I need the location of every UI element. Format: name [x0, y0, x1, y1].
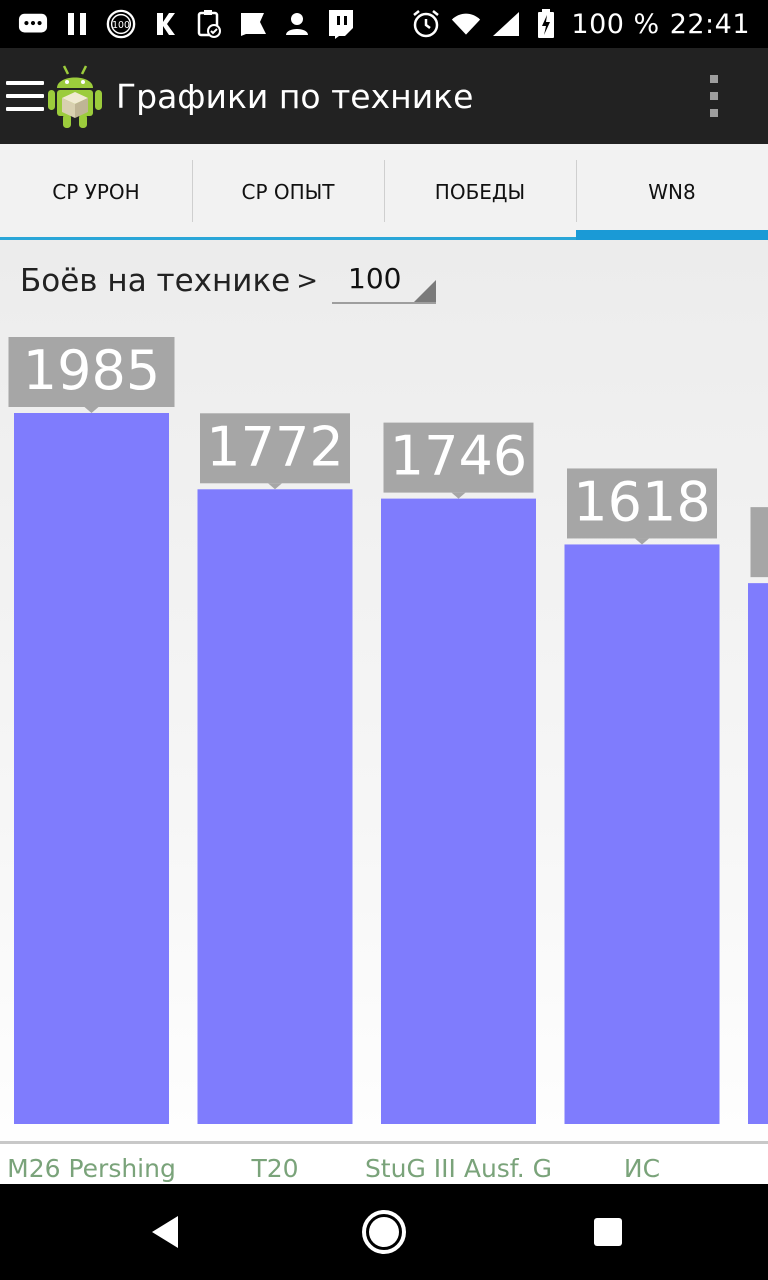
bar-1[interactable]	[197, 489, 353, 1124]
page-title: Графики по технике	[116, 76, 474, 116]
signal-icon	[491, 9, 521, 39]
category-label: T20	[250, 1154, 298, 1183]
x-axis-line	[0, 1141, 768, 1144]
data-label: 1746	[390, 425, 527, 488]
tab-indicator	[384, 237, 576, 240]
data-label: 1985	[23, 339, 160, 402]
tab-indicator-active	[576, 230, 768, 240]
tab-wn8[interactable]: WN8	[576, 144, 768, 240]
category-label: ИС	[624, 1154, 660, 1183]
navigation-bar	[0, 1184, 768, 1280]
tab-indicator	[192, 237, 384, 240]
tab-avg-experience[interactable]: СР ОПЫТ	[192, 144, 384, 240]
back-icon[interactable]	[140, 1208, 188, 1256]
spinner-dropdown-icon	[414, 280, 437, 302]
clipboard-icon	[194, 9, 224, 39]
tab-avg-damage[interactable]: СР УРОН	[0, 144, 192, 240]
clock: 22:41	[669, 8, 750, 40]
battles-spinner[interactable]: 100	[332, 258, 437, 304]
wn8-bar-chart[interactable]: 1985 M26 Pershing 1772 T20 1746 StuG III Ausf…	[0, 240, 768, 1184]
twitch-icon	[326, 9, 356, 39]
battles-filter: Боёв на технике > 100	[20, 258, 437, 304]
status-bar: 100 100 % 22:41	[0, 0, 768, 48]
tab-label: СР ОПЫТ	[241, 180, 335, 204]
svg-text:100: 100	[112, 20, 130, 31]
category-axis-background	[0, 1143, 768, 1184]
overflow-menu-icon[interactable]	[708, 75, 720, 117]
spinner-value: 100	[348, 262, 402, 295]
category-label: StuG III Ausf. G	[365, 1154, 552, 1183]
recents-icon[interactable]	[584, 1208, 632, 1256]
value-label-box	[750, 507, 768, 578]
wifi-icon	[451, 9, 481, 39]
alarm-icon	[411, 9, 441, 39]
app-logo	[48, 65, 102, 128]
battery-percent: 100 %	[571, 8, 660, 40]
tab-label: WN8	[648, 180, 696, 204]
value-label-box	[200, 413, 350, 484]
tab-wins[interactable]: ПОБЕДЫ	[384, 144, 576, 240]
value-label-box	[567, 468, 717, 539]
tab-label: СР УРОН	[52, 180, 140, 204]
person-icon	[282, 9, 312, 39]
action-bar: Графики по технике	[0, 48, 768, 144]
home-icon[interactable]	[360, 1208, 408, 1256]
bar-3[interactable]	[564, 544, 720, 1124]
battery-charging-icon	[531, 9, 561, 39]
category-label: M26 Pershing	[7, 1154, 176, 1183]
value-label-pointer	[268, 483, 282, 490]
bar-0[interactable]	[14, 413, 169, 1124]
k-icon	[150, 9, 180, 39]
badge-100-icon: 100	[106, 9, 136, 39]
menu-icon[interactable]	[6, 81, 44, 111]
bar-4[interactable]	[748, 583, 768, 1124]
tab-indicator	[0, 237, 192, 240]
value-label-pointer	[635, 538, 649, 545]
bar-2[interactable]	[381, 498, 536, 1124]
data-label: 1618	[573, 470, 710, 533]
value-label-box	[8, 337, 175, 407]
filter-label: Боёв на технике	[20, 263, 291, 299]
chat-icon	[18, 9, 48, 39]
flag-icon	[238, 9, 268, 39]
tab-bar: СР УРОН СР ОПЫТ ПОБЕДЫ WN8	[0, 144, 768, 240]
value-label-box	[383, 422, 534, 493]
value-label-pointer	[84, 407, 99, 413]
filter-comparator: >	[296, 266, 319, 296]
value-label-pointer	[451, 492, 466, 499]
chart-content: 1985 M26 Pershing 1772 T20 1746 StuG III Ausf…	[0, 240, 768, 1184]
data-label: 1772	[206, 415, 343, 478]
pause-icon	[62, 9, 92, 39]
tab-label: ПОБЕДЫ	[434, 180, 526, 204]
